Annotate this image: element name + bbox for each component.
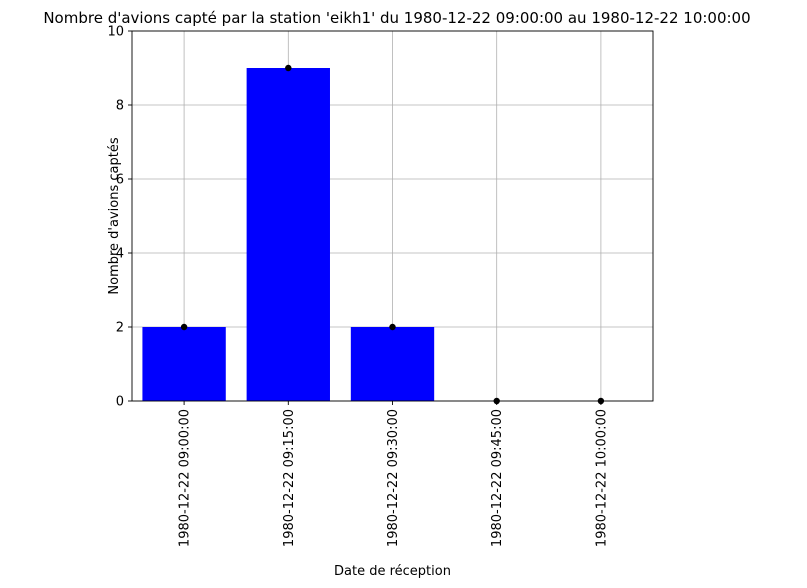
y-tick-label: 10 <box>107 25 124 40</box>
y-tick-label: 4 <box>116 247 124 262</box>
x-axis-label: Date de réception <box>334 564 451 579</box>
x-tick-label: 1980-12-22 09:15:00 <box>282 409 297 547</box>
bar <box>350 327 435 401</box>
point-markers <box>180 64 605 405</box>
y-tick-label: 0 <box>116 395 124 410</box>
x-axis-ticks: 1980-12-22 09:00:00 1980-12-22 09:15:00 19… <box>178 401 609 547</box>
point-marker <box>389 323 396 331</box>
point-marker <box>285 64 292 72</box>
x-tick-label: 1980-12-22 09:30:00 <box>386 409 401 547</box>
x-tick-label: 1980-12-22 09:00:00 <box>178 409 193 547</box>
bars <box>142 68 435 401</box>
bar <box>142 327 226 401</box>
y-tick-label: 6 <box>116 173 124 188</box>
y-axis-label: Nombre d'avions captés <box>107 137 122 294</box>
y-axis-ticks: 0 2 4 6 8 10 <box>107 25 132 410</box>
x-tick-label: 1980-12-22 09:45:00 <box>490 409 505 547</box>
chart-title: Nombre d'avions capté par la station 'ei… <box>43 9 750 27</box>
y-tick-label: 2 <box>116 321 124 336</box>
bar <box>246 68 330 401</box>
point-marker <box>180 323 188 331</box>
x-tick-label: 1980-12-22 10:00:00 <box>594 409 609 547</box>
y-tick-label: 8 <box>116 99 124 114</box>
